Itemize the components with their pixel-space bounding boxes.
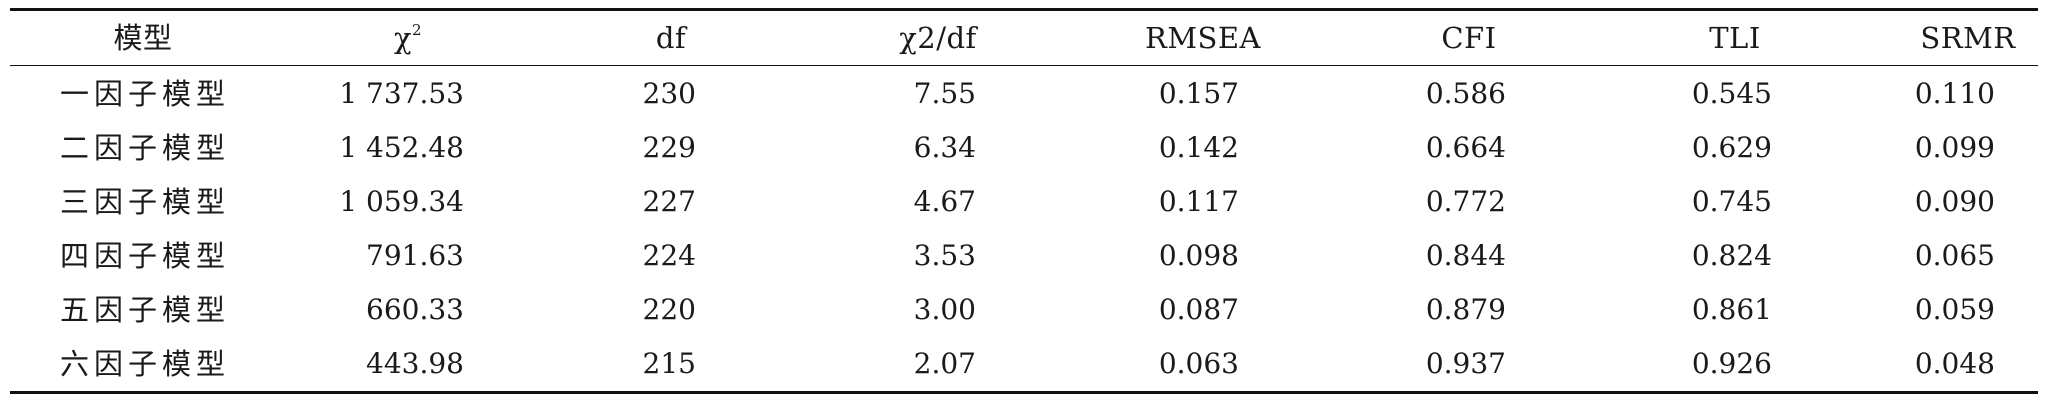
cell-srmr: 0.099: [1914, 131, 1995, 164]
header-df: df: [655, 21, 687, 55]
cell-rmsea: 0.063: [1158, 347, 1239, 380]
header-chi2-superscript: 2: [412, 21, 423, 39]
cell-chi2-df: 3.53: [913, 239, 976, 272]
cell-chi2-df: 4.67: [913, 185, 976, 218]
cell-tli: 0.926: [1691, 347, 1772, 380]
cell-rmsea: 0.098: [1158, 239, 1239, 272]
cell-df: 230: [642, 77, 696, 110]
cell-srmr: 0.065: [1914, 239, 1995, 272]
cell-tli: 0.629: [1691, 131, 1772, 164]
header-chi2-df: χ2/df: [899, 21, 977, 55]
cell-srmr: 0.090: [1914, 185, 1995, 218]
cell-chi2: 443.98: [366, 347, 464, 380]
cell-cfi: 0.937: [1425, 347, 1506, 380]
header-model: 模型: [113, 21, 173, 55]
cell-model: 二因子模型: [60, 131, 231, 165]
cell-chi2: 660.33: [366, 293, 464, 326]
cell-tli: 0.824: [1691, 239, 1772, 272]
cell-tli: 0.545: [1691, 77, 1772, 110]
cell-chi2: 1 452.48: [339, 131, 464, 164]
cell-df: 224: [642, 239, 696, 272]
cell-df: 215: [642, 347, 696, 380]
cell-cfi: 0.879: [1425, 293, 1506, 326]
cell-srmr: 0.110: [1914, 77, 1995, 110]
cell-rmsea: 0.157: [1158, 77, 1239, 110]
cell-tli: 0.745: [1691, 185, 1772, 218]
table-top-rule: [10, 8, 2038, 11]
table-row: 四因子模型 791.63 224 3.53 0.098 0.844 0.824 …: [0, 228, 2048, 284]
cell-chi2-df: 2.07: [913, 347, 976, 380]
cell-df: 227: [642, 185, 696, 218]
cell-chi2-df: 6.34: [913, 131, 976, 164]
cell-model: 四因子模型: [60, 239, 231, 273]
cell-model: 三因子模型: [60, 185, 231, 219]
header-chi2-symbol: χ: [393, 21, 413, 55]
cell-chi2: 791.63: [366, 239, 464, 272]
cell-model: 一因子模型: [60, 77, 231, 111]
cell-chi2-df: 7.55: [913, 77, 976, 110]
table-row: 五因子模型 660.33 220 3.00 0.087 0.879 0.861 …: [0, 282, 2048, 338]
cell-tli: 0.861: [1691, 293, 1772, 326]
table-bottom-rule: [10, 391, 2038, 394]
cell-model: 五因子模型: [60, 293, 231, 327]
table-row: 六因子模型 443.98 215 2.07 0.063 0.937 0.926 …: [0, 336, 2048, 392]
header-chi2: χ2: [394, 10, 422, 66]
cell-cfi: 0.664: [1425, 131, 1506, 164]
cell-cfi: 0.844: [1425, 239, 1506, 272]
cell-model: 六因子模型: [60, 347, 231, 381]
table-header-row: 模型 χ2 df χ2/df RMSEA CFI TLI SRMR: [0, 10, 2048, 66]
cell-srmr: 0.048: [1914, 347, 1995, 380]
table-row: 三因子模型 1 059.34 227 4.67 0.117 0.772 0.74…: [0, 174, 2048, 230]
cell-df: 220: [642, 293, 696, 326]
cell-chi2: 1 059.34: [339, 185, 464, 218]
table-header-rule: [10, 65, 2038, 66]
cell-rmsea: 0.142: [1158, 131, 1239, 164]
cell-rmsea: 0.087: [1158, 293, 1239, 326]
table-row: 一因子模型 1 737.53 230 7.55 0.157 0.586 0.54…: [0, 66, 2048, 122]
header-cfi: CFI: [1441, 21, 1497, 55]
cell-chi2-df: 3.00: [913, 293, 976, 326]
cell-chi2: 1 737.53: [339, 77, 464, 110]
cell-df: 229: [642, 131, 696, 164]
header-srmr: SRMR: [1920, 21, 2016, 55]
cell-cfi: 0.586: [1425, 77, 1506, 110]
cell-srmr: 0.059: [1914, 293, 1995, 326]
cell-cfi: 0.772: [1425, 185, 1506, 218]
cell-rmsea: 0.117: [1158, 185, 1239, 218]
header-tli: TLI: [1709, 21, 1761, 55]
header-rmsea: RMSEA: [1144, 21, 1262, 55]
table-row: 二因子模型 1 452.48 229 6.34 0.142 0.664 0.62…: [0, 120, 2048, 176]
